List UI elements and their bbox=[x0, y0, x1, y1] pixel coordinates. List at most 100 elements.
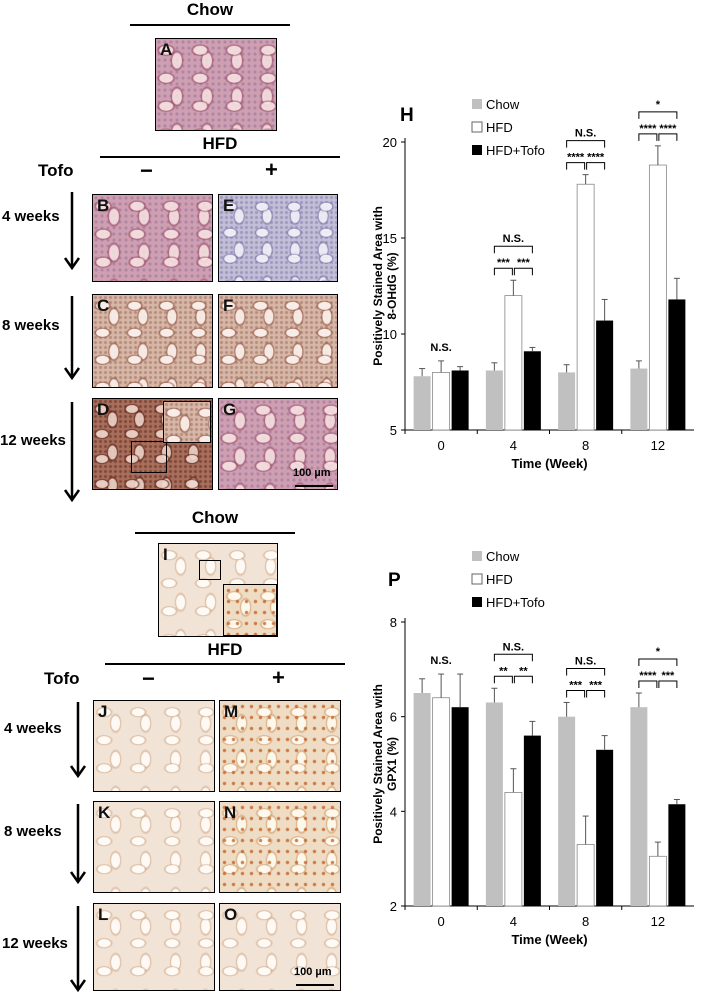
bar bbox=[485, 702, 503, 906]
significance-label: **** bbox=[639, 670, 657, 682]
significance-label: * bbox=[656, 646, 661, 658]
panel-letter: K bbox=[98, 803, 111, 822]
panel-letter: E bbox=[223, 196, 235, 215]
bar bbox=[504, 295, 523, 431]
panel-e-image: E bbox=[218, 194, 338, 282]
panel-letter: J bbox=[98, 702, 108, 721]
bar bbox=[485, 370, 503, 430]
legend-label: HFD+Tofo bbox=[486, 595, 545, 610]
panel-k-image: K bbox=[93, 801, 215, 893]
bottom-row-label-8w: 8 weeks bbox=[4, 823, 62, 840]
y-axis-label-line2: 8-OHdG (%) bbox=[385, 252, 399, 319]
significance-bracket bbox=[566, 667, 606, 676]
significance-label: N.S. bbox=[575, 655, 596, 667]
scale-bar: 100 µm bbox=[294, 966, 334, 986]
scale-bar-line bbox=[295, 485, 333, 487]
bottom-row-arrows bbox=[69, 702, 87, 992]
bar bbox=[596, 749, 614, 906]
bar bbox=[523, 735, 541, 906]
legend-swatch bbox=[471, 121, 483, 133]
x-tick-label: 12 bbox=[651, 914, 665, 929]
bottom-plus-sign: + bbox=[272, 665, 285, 690]
panel-letter: O bbox=[224, 905, 238, 924]
bar bbox=[668, 804, 686, 906]
bottom-row-label-12w: 12 weeks bbox=[2, 935, 68, 952]
bottom-chow-rule bbox=[135, 532, 295, 534]
panel-n-image: N bbox=[219, 801, 341, 893]
significance-label: N.S. bbox=[430, 655, 451, 667]
bottom-tofo-label: Tofo bbox=[44, 669, 80, 688]
top-tofo-label: Tofo bbox=[38, 161, 74, 180]
panel-letter: M bbox=[224, 702, 239, 721]
legend-label: Chow bbox=[486, 97, 520, 112]
panel-c-image: C bbox=[92, 294, 213, 388]
panel-i-image: I bbox=[158, 543, 278, 637]
panel-g-image: G 100 µm bbox=[218, 398, 338, 490]
x-tick-label: 4 bbox=[510, 438, 517, 453]
top-row-arrows bbox=[63, 192, 81, 502]
panel-f-image: F bbox=[218, 294, 338, 388]
panel-o-image: O 100 µm bbox=[219, 903, 341, 991]
legend-swatch bbox=[472, 99, 482, 109]
chart-h-8ohdg: H 5 10 15 20 Positively Stained Area with 8-OH… bbox=[371, 97, 694, 471]
bar bbox=[648, 164, 667, 431]
inset-region-box bbox=[131, 441, 167, 473]
significance-bracket bbox=[586, 689, 606, 698]
significance-label: **** bbox=[639, 123, 657, 135]
bar bbox=[596, 320, 614, 430]
y-tick-label: 8 bbox=[390, 615, 397, 630]
significance-bracket bbox=[638, 111, 678, 119]
bar bbox=[451, 370, 469, 430]
top-row-label-8w: 8 weeks bbox=[2, 317, 60, 334]
top-row-label-12w: 12 weeks bbox=[0, 432, 66, 449]
panel-b-image: B bbox=[92, 194, 213, 282]
inset-zoom-image bbox=[223, 584, 277, 636]
significance-label: * bbox=[656, 99, 661, 111]
x-tick-label: 8 bbox=[582, 438, 589, 453]
top-hfd-rule bbox=[100, 156, 340, 158]
bottom-hfd-title: HFD bbox=[207, 640, 243, 659]
panel-letter: N bbox=[224, 803, 237, 822]
significance-label: N.S. bbox=[575, 128, 596, 140]
panel-d-image: D bbox=[92, 398, 213, 490]
bar bbox=[576, 844, 595, 907]
bar bbox=[432, 371, 451, 431]
significance-bracket bbox=[638, 680, 658, 688]
bottom-minus-sign: − bbox=[142, 666, 155, 691]
bar bbox=[413, 376, 431, 430]
bar bbox=[648, 855, 667, 907]
significance-label: *** bbox=[569, 679, 583, 691]
top-chow-rule bbox=[130, 24, 290, 26]
bar bbox=[432, 697, 451, 907]
inset-region-box bbox=[199, 560, 221, 580]
significance-bracket bbox=[513, 267, 533, 276]
scale-bar-label: 100 µm bbox=[293, 467, 331, 479]
significance-bracket bbox=[638, 658, 678, 666]
bar bbox=[558, 372, 576, 430]
legend-label: HFD bbox=[486, 572, 513, 587]
legend-swatch bbox=[471, 573, 483, 585]
significance-label: **** bbox=[587, 152, 605, 164]
y-tick-label: 5 bbox=[390, 423, 397, 438]
top-minus-sign: − bbox=[140, 158, 153, 183]
significance-bracket bbox=[493, 267, 513, 276]
significance-label: *** bbox=[497, 257, 511, 269]
significance-bracket bbox=[493, 245, 533, 254]
legend-swatch bbox=[472, 551, 482, 561]
significance-label: **** bbox=[659, 123, 677, 135]
panel-m-image: M bbox=[219, 700, 341, 792]
top-plus-sign: + bbox=[265, 157, 278, 182]
panel-letter: I bbox=[163, 545, 168, 564]
legend-swatch bbox=[472, 597, 482, 607]
x-tick-label: 0 bbox=[438, 914, 445, 929]
y-tick-label: 4 bbox=[390, 804, 397, 819]
significance-label: ** bbox=[499, 665, 508, 677]
panel-letter: L bbox=[98, 905, 109, 924]
significance-bracket bbox=[566, 162, 586, 170]
bottom-row-label-4w: 4 weeks bbox=[4, 720, 62, 737]
y-axis-label-line2: GPX1 (%) bbox=[385, 737, 399, 791]
legend-label: HFD+Tofo bbox=[486, 143, 545, 158]
bottom-hfd-rule bbox=[105, 663, 345, 665]
panel-letter: P bbox=[388, 570, 401, 591]
panel-a-image: A bbox=[155, 38, 277, 131]
